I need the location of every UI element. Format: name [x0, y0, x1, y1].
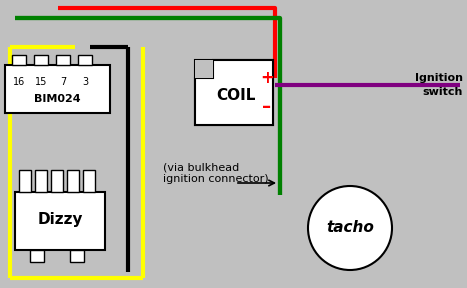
Bar	[34, 55, 48, 65]
Bar	[30, 250, 44, 262]
Bar	[56, 55, 70, 65]
Text: –: –	[262, 98, 272, 116]
Polygon shape	[195, 60, 273, 125]
Text: BIM024: BIM024	[34, 94, 81, 104]
Circle shape	[308, 186, 392, 270]
Text: COIL: COIL	[216, 88, 256, 103]
Bar	[195, 60, 273, 125]
Text: +: +	[260, 69, 274, 87]
Bar	[35, 170, 47, 192]
Bar	[15, 192, 105, 250]
Text: ignition connector): ignition connector)	[163, 174, 269, 184]
Bar	[51, 170, 63, 192]
Text: Dizzy: Dizzy	[37, 212, 83, 227]
Bar	[19, 170, 31, 192]
Text: 15: 15	[35, 77, 47, 87]
Bar	[70, 250, 84, 262]
Text: 16: 16	[13, 77, 25, 87]
Text: 7: 7	[60, 77, 66, 87]
Text: tacho: tacho	[326, 221, 374, 236]
Bar	[78, 55, 92, 65]
Text: Ignition: Ignition	[415, 73, 463, 83]
Text: 3: 3	[82, 77, 88, 87]
Bar	[195, 60, 213, 78]
Bar	[12, 55, 26, 65]
Text: (via bulkhead: (via bulkhead	[163, 162, 239, 172]
Text: switch: switch	[423, 87, 463, 97]
Bar	[5, 65, 110, 113]
Bar	[83, 170, 95, 192]
Bar	[67, 170, 79, 192]
